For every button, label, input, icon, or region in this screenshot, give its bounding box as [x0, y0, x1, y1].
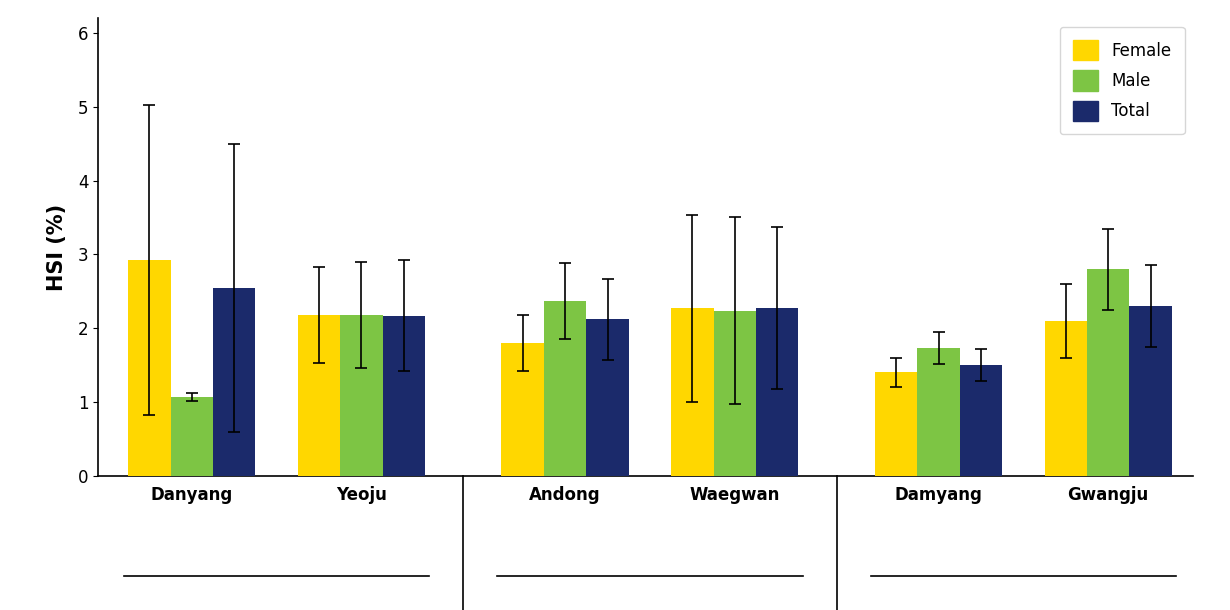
Bar	[298, 315, 341, 476]
Bar	[171, 397, 213, 476]
Bar	[756, 308, 798, 476]
Bar	[1044, 321, 1087, 476]
Bar	[1129, 306, 1172, 476]
Bar	[713, 310, 756, 476]
Bar	[672, 308, 713, 476]
Bar	[383, 316, 426, 476]
Bar	[587, 320, 629, 476]
Legend: Female, Male, Total: Female, Male, Total	[1059, 27, 1184, 134]
Bar	[341, 315, 383, 476]
Bar	[544, 301, 587, 476]
Bar	[502, 343, 544, 476]
Bar	[1087, 269, 1129, 476]
Bar	[875, 373, 918, 476]
Bar	[213, 288, 256, 476]
Bar	[959, 365, 1002, 476]
Bar	[128, 260, 171, 476]
Y-axis label: HSI (%): HSI (%)	[47, 204, 66, 290]
Bar	[918, 348, 959, 476]
